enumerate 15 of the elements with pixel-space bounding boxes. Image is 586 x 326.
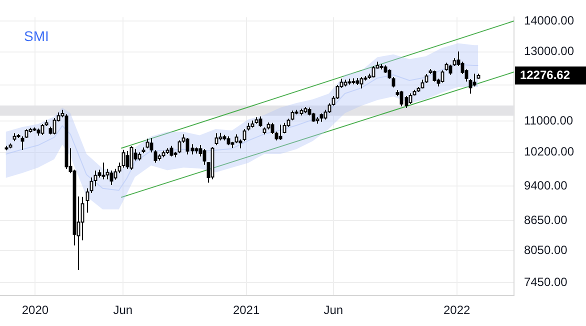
- y-tick-label: 9400.00: [524, 178, 568, 193]
- x-tick-label: 2022: [443, 303, 471, 318]
- x-tick-label: 2020: [22, 303, 49, 318]
- y-tick-label: 11000.00: [524, 113, 574, 128]
- y-tick-label: 14000.00: [524, 13, 574, 28]
- y-tick-label: 8650.00: [524, 212, 568, 227]
- y-tick-label: 7450.00: [524, 274, 568, 289]
- x-tick-label: Jun: [113, 303, 133, 318]
- x-tick-label: 2021: [232, 303, 260, 318]
- text: SMI: [24, 28, 49, 44]
- x-tick-label: Jun: [324, 303, 344, 318]
- y-tick-label: 13000.00: [524, 44, 574, 58]
- y-tick-label: 10200.00: [524, 144, 574, 159]
- y-tick-label: 8050.00: [524, 242, 568, 257]
- text: 12276.62: [520, 68, 570, 82]
